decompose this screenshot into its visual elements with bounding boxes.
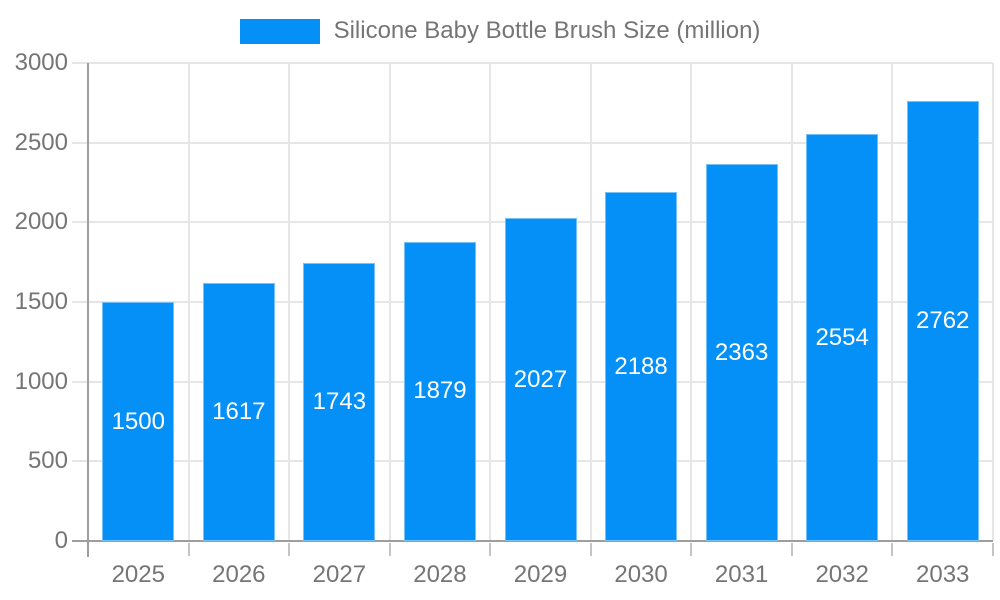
bar (102, 302, 175, 541)
bar-value-label: 1617 (212, 398, 266, 426)
x-axis-label: 2031 (714, 561, 769, 588)
bar (605, 192, 678, 541)
bar (705, 164, 778, 541)
bar (806, 134, 879, 541)
bar-value-label: 2363 (714, 338, 769, 366)
x-tick (690, 543, 693, 556)
y-tick-label: 1500 (14, 288, 68, 315)
x-gridline (992, 63, 994, 541)
x-tick (388, 543, 391, 556)
bar-value-label: 1743 (312, 388, 367, 416)
x-tick (992, 543, 994, 556)
bar (403, 241, 476, 541)
x-axis-label: 2026 (212, 561, 266, 588)
x-gridline (187, 63, 190, 541)
y-gridline (72, 141, 993, 144)
y-tick-label: 2500 (14, 128, 68, 156)
x-axis-label: 2032 (815, 561, 869, 588)
x-gridline (288, 63, 291, 541)
bar (303, 263, 376, 541)
bar-value-label: 2027 (513, 365, 568, 393)
x-gridline (790, 63, 793, 541)
legend[interactable]: Silicone Baby Bottle Brush Size (million… (0, 17, 1000, 45)
x-axis-label: 2029 (513, 561, 568, 588)
x-axis-label: 2027 (312, 561, 367, 588)
bar (202, 283, 275, 541)
y-gridline (72, 62, 993, 64)
x-tick (891, 543, 894, 556)
x-gridline (388, 63, 391, 541)
bar-value-label: 1500 (111, 407, 165, 435)
y-tick-label: 2000 (14, 208, 68, 236)
legend-swatch (239, 18, 320, 44)
x-gridline (489, 63, 492, 541)
bar-value-label: 1879 (413, 377, 467, 405)
x-tick (187, 543, 190, 556)
bar-value-label: 2188 (614, 352, 668, 380)
x-tick (790, 543, 793, 556)
y-tick-label: 0 (54, 527, 68, 554)
bar (906, 100, 979, 541)
y-axis-line (87, 63, 89, 557)
x-gridline (891, 63, 894, 541)
y-tick-label: 1000 (14, 367, 68, 395)
x-tick (489, 543, 492, 556)
x-tick (288, 543, 291, 556)
legend-label: Silicone Baby Bottle Brush Size (million… (333, 17, 761, 44)
x-axis-label: 2030 (614, 561, 668, 588)
x-axis-label: 2033 (916, 561, 970, 588)
y-tick-label: 500 (27, 447, 68, 475)
bar (504, 218, 577, 541)
x-gridline (690, 63, 693, 541)
x-axis-label: 2028 (413, 561, 467, 588)
bar-value-label: 2554 (815, 323, 869, 351)
x-gridline (589, 63, 592, 541)
x-axis-label: 2025 (111, 561, 165, 588)
bar-value-label: 2762 (916, 306, 970, 334)
x-tick (589, 543, 592, 556)
x-axis-line (72, 540, 993, 542)
y-tick-label: 3000 (14, 49, 68, 76)
